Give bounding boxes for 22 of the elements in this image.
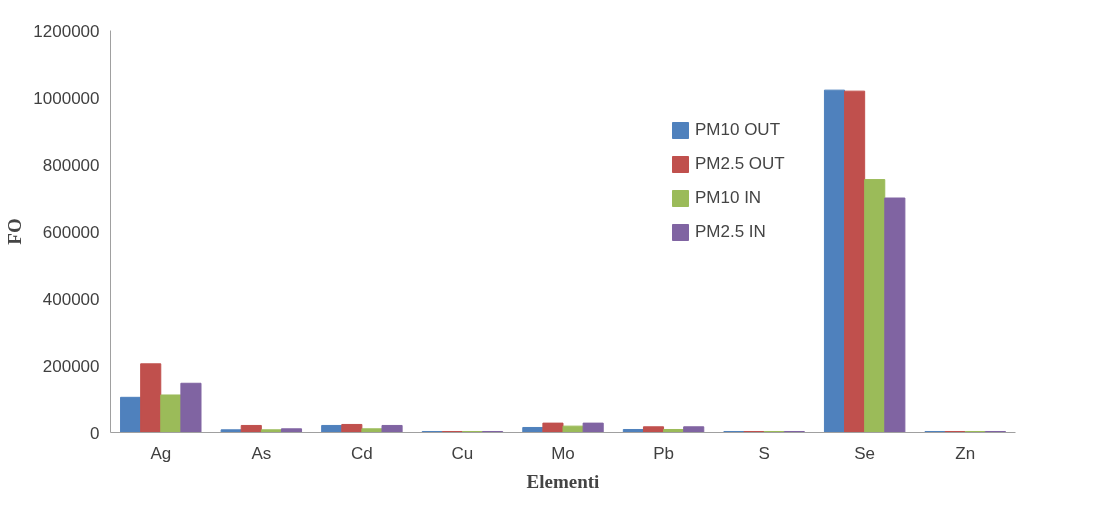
x-tick-label: As bbox=[251, 443, 272, 463]
x-tick-label: Se bbox=[854, 443, 876, 463]
y-tick-label: 800000 bbox=[42, 155, 100, 175]
x-tick-label: Zn bbox=[955, 443, 976, 463]
legend-label: PM10 OUT bbox=[695, 120, 781, 140]
legend-label: PM10 IN bbox=[695, 188, 762, 208]
y-axis-title: FO bbox=[4, 218, 26, 245]
y-tick-label: 1200000 bbox=[33, 21, 100, 41]
y-tick-label: 0 bbox=[90, 423, 100, 443]
y-tick-label: 1000000 bbox=[33, 88, 100, 108]
y-tick-label: 600000 bbox=[42, 222, 100, 242]
y-tick-label: 400000 bbox=[42, 289, 100, 309]
legend-label: PM2.5 IN bbox=[695, 222, 766, 242]
x-tick-label: S bbox=[758, 443, 770, 463]
x-tick-label: Pb bbox=[653, 443, 674, 463]
x-tick-label: Ag bbox=[150, 443, 172, 463]
x-tick-label: Mo bbox=[551, 443, 575, 463]
y-tick-label: 200000 bbox=[42, 356, 100, 376]
legend-label: PM2.5 OUT bbox=[695, 154, 785, 174]
x-tick-label: Cu bbox=[451, 443, 474, 463]
x-axis-title: Elementi bbox=[526, 470, 600, 492]
x-tick-label: Cd bbox=[351, 443, 373, 463]
